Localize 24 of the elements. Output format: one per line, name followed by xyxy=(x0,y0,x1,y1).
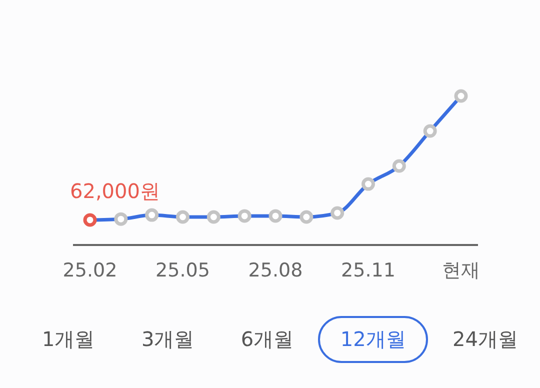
point xyxy=(176,210,190,224)
text: 1개월 xyxy=(41,326,96,353)
point xyxy=(238,209,252,223)
x-tick-label: 25.08 xyxy=(248,259,303,282)
text: 12개월 xyxy=(318,316,428,363)
point xyxy=(423,124,437,138)
point xyxy=(268,209,282,223)
point xyxy=(83,213,97,227)
x-tick-label: 현재 xyxy=(442,259,480,282)
text: 6개월 xyxy=(240,326,295,353)
annotation: 62,000원 xyxy=(70,178,160,203)
text: 3개월 xyxy=(140,326,196,353)
text: 24개월 xyxy=(452,326,519,353)
x-tick-label: 25.05 xyxy=(156,259,210,282)
point xyxy=(362,177,375,191)
x-tick-label: 25.11 xyxy=(341,259,396,282)
point xyxy=(454,89,468,103)
point xyxy=(392,159,406,173)
point xyxy=(300,210,314,224)
point xyxy=(330,206,344,220)
point xyxy=(114,212,128,226)
x-tick-label: 25.02 xyxy=(62,259,118,282)
point xyxy=(206,210,220,224)
point xyxy=(145,208,159,222)
